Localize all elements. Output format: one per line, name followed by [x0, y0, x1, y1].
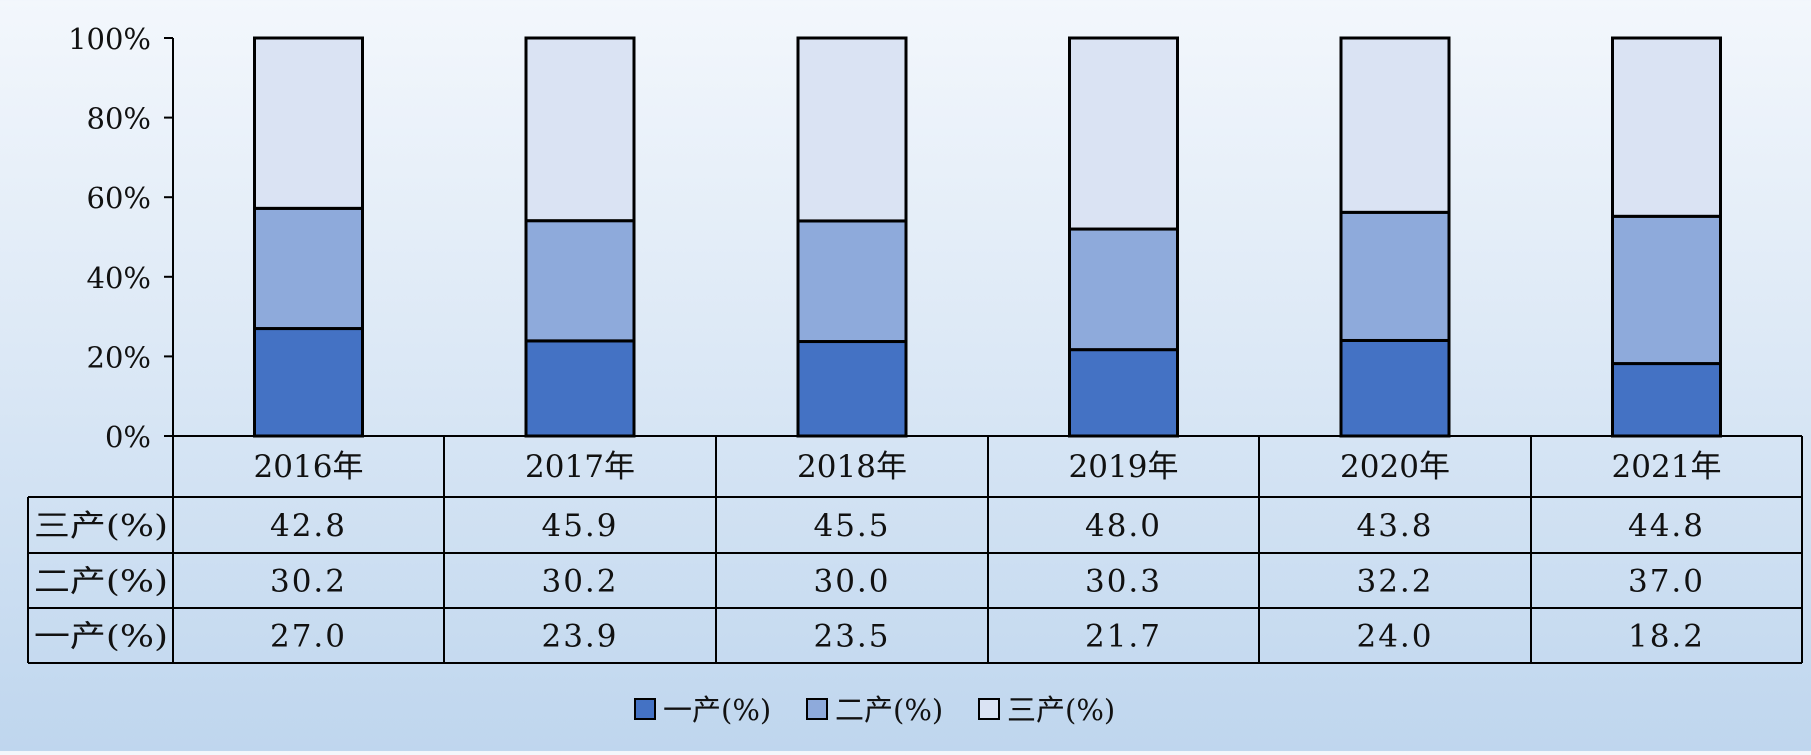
y-tick-label: 80% [87, 102, 151, 136]
table-data-value: 44.8 [1628, 508, 1705, 544]
table-row-label: 三产(%) [34, 509, 168, 544]
table-row-label: 二产(%) [34, 565, 168, 600]
table-data-value: 45.5 [813, 508, 890, 544]
table-data-value: 30.2 [270, 564, 347, 600]
y-tick-label: 0% [105, 420, 151, 454]
table-data-value: 37.0 [1628, 564, 1705, 600]
bar-segment [1068, 36, 1179, 231]
table-data-value: 32.2 [1356, 564, 1433, 600]
legend-label: 一产(%) [663, 693, 771, 727]
table-data-value: 42.8 [270, 508, 347, 544]
table-row-label: 一产(%) [34, 620, 168, 655]
legend-label: 三产(%) [1007, 693, 1115, 727]
table-data-value: 45.9 [541, 508, 618, 544]
x-category-label: 2019年 [1069, 449, 1179, 485]
y-tick-label: 40% [87, 261, 151, 295]
y-tick-label: 60% [87, 181, 151, 215]
legend-swatch [978, 698, 1000, 720]
bar-segment [253, 327, 364, 438]
table-data-value: 23.9 [541, 619, 618, 655]
bar-segment [1611, 36, 1722, 218]
bar-segment [796, 36, 908, 223]
bar-segment [253, 36, 364, 210]
bar-segment [253, 206, 364, 331]
legend-swatch [806, 698, 828, 720]
table-data-value: 30.0 [813, 564, 890, 600]
bar-segment [524, 36, 636, 223]
legend-swatch [634, 698, 656, 720]
legend-label: 二产(%) [835, 693, 943, 727]
bar-segment [1339, 36, 1451, 214]
bar-segment [524, 219, 636, 343]
table-data-value: 27.0 [270, 619, 347, 655]
bar-segment [1611, 214, 1722, 366]
table-data-value: 21.7 [1085, 619, 1162, 655]
y-tick-label: 100% [68, 22, 151, 56]
x-category-label: 2016年 [254, 449, 364, 485]
x-category-label: 2017年 [525, 449, 635, 485]
bar-segment [1339, 338, 1451, 438]
bar-segment [524, 339, 636, 438]
table-data-value: 30.2 [541, 564, 618, 600]
x-category-label: 2021年 [1612, 449, 1722, 485]
x-category-label: 2020年 [1340, 449, 1450, 485]
bar-segment [1339, 210, 1451, 342]
bar-segment [1068, 348, 1179, 438]
x-category-label: 2018年 [797, 449, 907, 485]
table-data-value: 48.0 [1085, 508, 1162, 544]
table-data-value: 18.2 [1628, 619, 1705, 655]
table-data-value: 43.8 [1356, 508, 1433, 544]
table-data-value: 30.3 [1085, 564, 1162, 600]
table-data-value: 24.0 [1356, 619, 1433, 655]
bar-segment [1068, 227, 1179, 352]
table-data-value: 23.5 [813, 619, 890, 655]
bar-segment [796, 340, 908, 438]
bar-segment [1611, 362, 1722, 438]
bar-segment [796, 219, 908, 344]
y-tick-label: 20% [87, 340, 151, 374]
